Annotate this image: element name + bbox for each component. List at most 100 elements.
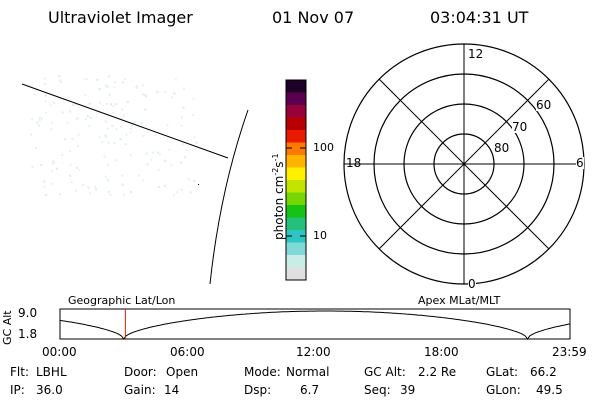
speckle-dot	[85, 117, 87, 120]
speckle-dot	[74, 103, 77, 106]
speckle-dot	[141, 84, 144, 87]
speckle-dot	[125, 133, 128, 136]
speckle-dot	[44, 94, 47, 97]
status-glon-value: 49.5	[536, 383, 563, 397]
status-door-value: Open	[166, 365, 199, 379]
speckle-dot	[124, 143, 127, 146]
status-seq-value: 39	[400, 383, 416, 397]
speckle-dot	[180, 188, 183, 191]
colorbar-segment	[286, 142, 306, 156]
speckle-dots	[30, 75, 198, 197]
speckle-dot	[142, 179, 145, 182]
speckle-dot	[184, 156, 187, 159]
speckle-dot	[61, 111, 64, 114]
timeline-y-min: 1.8	[18, 327, 38, 341]
speckle-dot	[112, 112, 115, 115]
speckle-dot	[58, 75, 61, 78]
speckle-dot	[164, 159, 167, 162]
speckle-dot	[38, 117, 41, 120]
speckle-dot	[52, 161, 55, 164]
status-glon-key: GLon:	[486, 383, 521, 397]
date-label: 01 Nov 07	[272, 8, 355, 27]
time-tick-2359: 23:59	[552, 345, 587, 359]
speckle-dot	[84, 94, 87, 97]
speckle-dot	[145, 95, 148, 98]
lat-label-60: 60	[536, 98, 552, 112]
time-tick-1800: 18:00	[424, 345, 459, 359]
speckle-dot	[180, 161, 182, 164]
colorbar-segment	[286, 92, 306, 106]
speckle-dot	[180, 124, 183, 127]
speckle-dot	[59, 193, 61, 196]
speckle-dot	[35, 147, 37, 149]
speckle-dot	[113, 142, 116, 145]
colorbar-segment	[286, 130, 306, 143]
speckle-dot	[163, 184, 166, 187]
speckle-dot	[105, 135, 108, 138]
colorbar-segment	[286, 117, 306, 131]
speckle-dot	[94, 185, 97, 188]
speckle-dot	[105, 102, 108, 105]
speckle-dot	[119, 125, 122, 128]
speckle-dot	[154, 134, 157, 137]
speckle-dot	[183, 87, 185, 90]
speckle-dot	[106, 178, 109, 181]
speckle-dot	[107, 141, 110, 144]
colorbar-segment	[286, 217, 306, 231]
status-ip-key: IP:	[10, 383, 25, 397]
speckle-dot	[64, 138, 66, 141]
colorbar-segment	[286, 267, 306, 281]
speckle-dot	[31, 118, 34, 121]
speckle-dot	[51, 162, 54, 165]
speckle-dot	[142, 93, 144, 96]
speckle-dot	[140, 122, 143, 124]
speckle-dot	[83, 77, 86, 80]
speckle-dot	[193, 179, 196, 182]
status-glat-value: 66.2	[530, 365, 557, 379]
speckle-dot	[43, 180, 46, 183]
speckle-dot	[75, 118, 78, 121]
speckle-dot	[61, 153, 64, 156]
status-door-key: Door:	[124, 365, 157, 379]
speckle-dot	[38, 119, 41, 122]
speckle-dot	[44, 100, 47, 103]
speckle-dot	[138, 174, 140, 177]
speckle-dot	[193, 136, 196, 139]
speckle-dot	[76, 167, 78, 169]
speckle-dot	[81, 183, 84, 186]
speckle-dot	[182, 106, 185, 109]
speckle-dot	[107, 191, 110, 193]
speckle-dot	[111, 124, 114, 127]
status-gain-key: Gain:	[124, 383, 156, 397]
speckle-dot	[192, 114, 195, 116]
speckle-dot	[130, 190, 132, 193]
mlt-label-18: 18	[346, 156, 362, 170]
colorbar-segment	[286, 230, 306, 243]
speckle-dot	[114, 159, 117, 162]
status-filter-key: Flt:	[10, 365, 29, 379]
speckle-dot	[60, 81, 62, 83]
speckle-dot	[119, 138, 122, 141]
speckle-dot	[129, 154, 132, 157]
timeline-frame	[59, 308, 571, 340]
status-mode-key: Mode:	[244, 365, 281, 379]
status-mode-value: Normal	[286, 365, 330, 379]
speckle-dot	[98, 101, 101, 104]
speckle-dot	[69, 163, 72, 166]
speckle-dot	[107, 179, 110, 182]
speckle-dot	[77, 145, 79, 148]
colorbar-segment	[286, 80, 306, 93]
speckle-dot	[193, 148, 196, 151]
status-gain-value: 14	[164, 383, 180, 397]
speckle-dot	[146, 163, 149, 166]
timeline-right-title: Apex MLat/MLT	[418, 294, 501, 307]
speckle-dot	[104, 175, 107, 178]
speckle-dot	[113, 86, 116, 89]
status-ip-value: 36.0	[36, 383, 63, 397]
timeline-y-max: 9.0	[18, 306, 38, 320]
speckle-dot	[69, 110, 72, 113]
speckle-dot	[129, 131, 132, 134]
colorbar-segment	[286, 155, 306, 168]
speckle-dot	[104, 84, 107, 87]
time-tick-0000: 00:00	[42, 345, 77, 359]
